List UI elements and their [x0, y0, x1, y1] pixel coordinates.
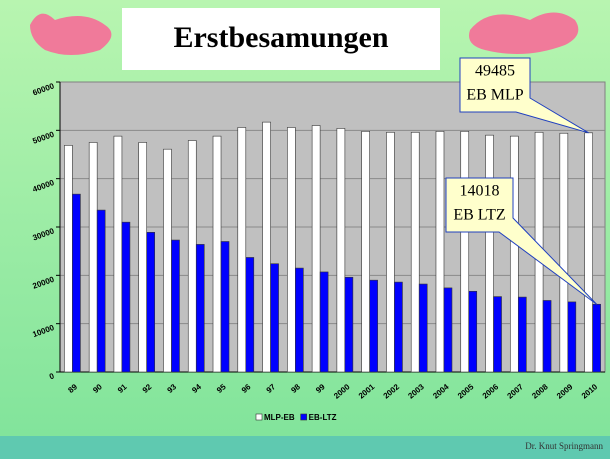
chart-title: Erstbesamungen — [173, 21, 388, 54]
bar — [72, 193, 81, 373]
bar — [138, 142, 148, 373]
bar — [386, 131, 395, 373]
bar — [113, 135, 123, 373]
bar — [146, 232, 156, 373]
y-tick-label: 0 — [48, 371, 56, 381]
footer: Dr. Knut Springmann — [525, 441, 603, 451]
bar — [311, 125, 321, 373]
bar — [237, 127, 247, 373]
bar — [344, 276, 354, 373]
bar — [212, 135, 222, 373]
bar — [245, 257, 255, 373]
bar — [121, 221, 131, 373]
legend-label: EB-LTZ — [309, 413, 337, 422]
bar — [64, 145, 73, 373]
bar — [517, 296, 527, 373]
bar — [418, 283, 428, 373]
bar — [542, 300, 552, 373]
bar — [287, 127, 296, 373]
legend-label: MLP-EB — [264, 413, 295, 422]
callout-text: 14018 — [460, 183, 500, 200]
legend-swatch — [255, 413, 263, 421]
bar — [361, 131, 370, 373]
bar — [187, 140, 197, 373]
legend-swatch — [300, 413, 307, 421]
bar — [295, 267, 304, 373]
bar — [96, 209, 106, 373]
callout-text: EB LTZ — [453, 207, 505, 224]
bar — [220, 241, 230, 373]
bar — [171, 239, 180, 373]
bar — [270, 263, 279, 373]
bar — [592, 303, 601, 373]
bar — [435, 131, 445, 373]
bar — [493, 296, 502, 373]
bar — [336, 128, 346, 373]
bar — [163, 148, 172, 373]
bar — [509, 135, 519, 373]
callout-text: EB MLP — [466, 87, 523, 104]
callout — [459, 57, 589, 134]
bar — [567, 301, 577, 373]
bar — [88, 142, 98, 373]
bull-decoration — [30, 12, 579, 56]
bar — [369, 279, 378, 373]
bar — [195, 244, 205, 373]
callout — [445, 177, 597, 305]
bar — [319, 271, 329, 373]
bar — [468, 290, 478, 373]
footer-band — [0, 436, 610, 459]
callout-text: 49485 — [475, 63, 515, 80]
bar — [485, 134, 494, 373]
bar — [559, 132, 569, 373]
title-box — [122, 8, 440, 70]
bar — [394, 281, 403, 373]
bar — [410, 131, 420, 373]
bar — [443, 287, 453, 373]
bar — [262, 121, 271, 373]
bar — [460, 131, 470, 373]
bar — [584, 132, 593, 373]
